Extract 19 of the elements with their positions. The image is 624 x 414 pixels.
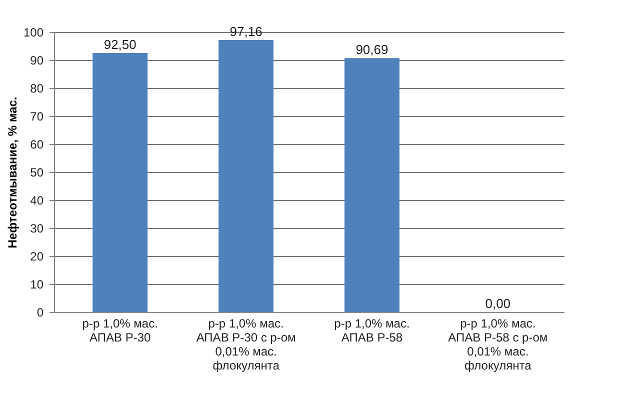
x-tick-label: р-р 1,0% мас. АПАВ Р-30 с р-ом 0,01% мас. флокулянта — [196, 316, 296, 372]
x-tick-label: р-р 1,0% мас. АПАВ Р-30 — [82, 316, 158, 344]
x-tick-label: р-р 1,0% мас. АПАВ Р-58 с р-ом 0,01% мас. флокулянта — [448, 316, 548, 372]
y-tick-label: 70 — [30, 110, 44, 124]
data-label: 90,69 — [356, 42, 388, 58]
data-label: 92,50 — [104, 37, 136, 52]
y-tick-label: 50 — [30, 166, 44, 180]
y-tick-label: 40 — [30, 194, 44, 208]
y-axis-title: Нефтеотмывание, % мас. — [5, 96, 20, 248]
y-tick-label: 20 — [30, 250, 44, 264]
x-tick-label: р-р 1,0% мас. АПАВ Р-58 — [334, 316, 410, 344]
y-tick-label: 60 — [30, 138, 44, 152]
y-tick-label: 80 — [30, 82, 44, 96]
y-tick-label: 30 — [30, 222, 44, 236]
y-tick-label: 10 — [30, 278, 44, 292]
data-label: 0,00 — [485, 296, 511, 311]
y-tick-label: 0 — [36, 306, 44, 320]
y-tick-label: 90 — [30, 54, 44, 68]
y-tick-label: 100 — [23, 26, 44, 40]
